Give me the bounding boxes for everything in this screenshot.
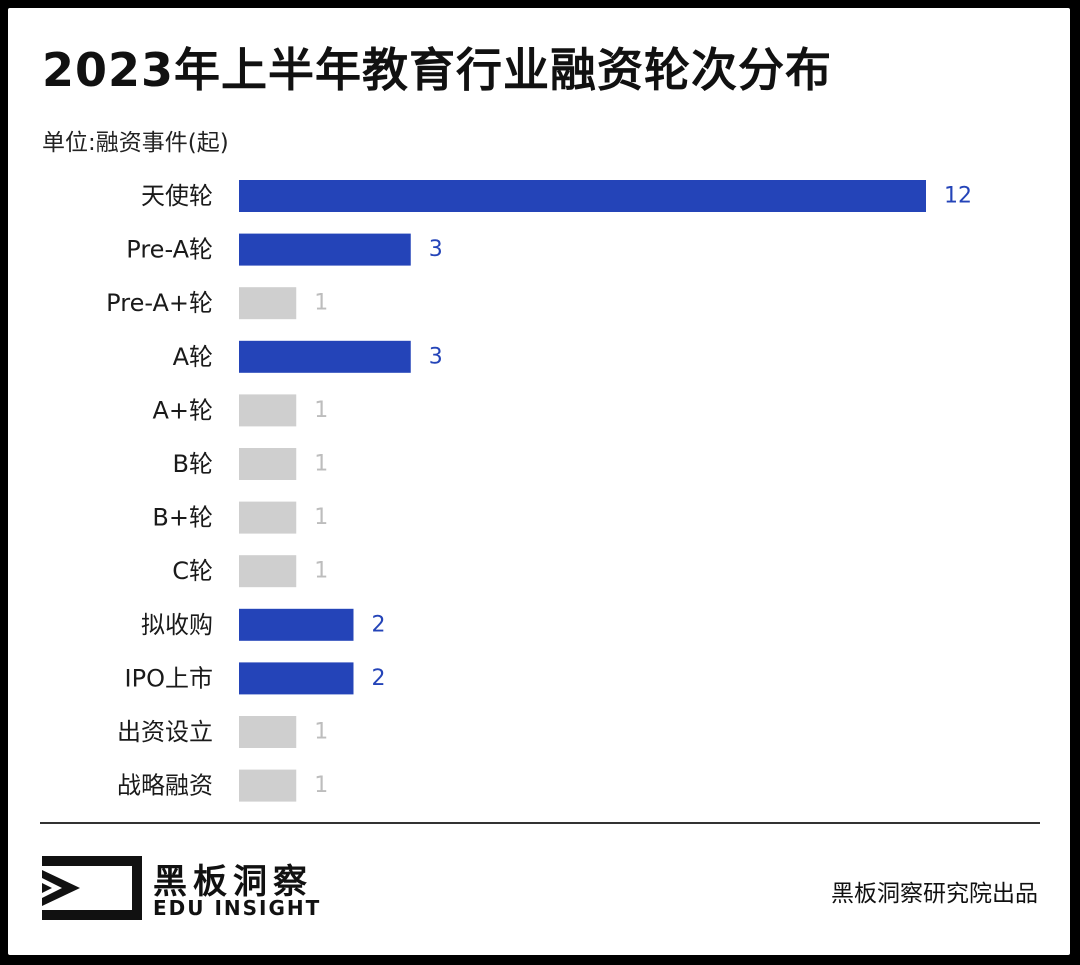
category-label: C轮 xyxy=(172,557,213,585)
category-label: A+轮 xyxy=(152,396,213,424)
category-label: B+轮 xyxy=(152,504,213,532)
data-label: 1 xyxy=(314,291,328,316)
data-label: 1 xyxy=(314,773,328,798)
bar xyxy=(239,340,411,373)
bar xyxy=(239,233,411,266)
brand-name-en: EDU INSIGHT xyxy=(153,896,322,920)
bar xyxy=(239,608,354,641)
bar xyxy=(239,662,354,695)
category-label: 出资设立 xyxy=(117,718,213,746)
data-label: 1 xyxy=(314,720,328,745)
category-label: B轮 xyxy=(173,450,213,478)
chart-card: 2023年上半年教育行业融资轮次分布 单位:融资事件(起) 天使轮 12 Pre-A… xyxy=(8,8,1070,955)
eye-play-logo-icon xyxy=(42,856,142,920)
data-label: 2 xyxy=(372,612,386,637)
data-label: 12 xyxy=(944,184,972,209)
chart-title: 2023年上半年教育行业融资轮次分布 xyxy=(42,43,833,97)
brand-name-cn: 黑板洞察 xyxy=(153,862,313,902)
bar xyxy=(239,501,297,534)
bar xyxy=(239,448,297,480)
data-label: 3 xyxy=(429,237,443,262)
bar xyxy=(239,180,926,212)
data-label: 1 xyxy=(314,398,328,423)
category-label: 拟收购 xyxy=(141,611,213,639)
bar xyxy=(239,716,297,748)
category-label: Pre-A+轮 xyxy=(106,289,213,317)
category-label: IPO上市 xyxy=(125,664,213,692)
data-label: 2 xyxy=(372,666,386,691)
category-label: 天使轮 xyxy=(141,182,213,210)
credit-text: 黑板洞察研究院出品 xyxy=(831,881,1038,907)
bar xyxy=(239,769,297,802)
category-label: Pre-A轮 xyxy=(126,236,213,264)
bar xyxy=(239,394,297,427)
bar xyxy=(239,555,297,588)
data-label: 1 xyxy=(314,452,328,477)
data-label: 1 xyxy=(314,559,328,584)
footer-divider xyxy=(40,822,1040,824)
bar xyxy=(239,287,297,320)
category-label: 战略融资 xyxy=(117,772,213,800)
data-label: 3 xyxy=(429,344,443,369)
unit-label: 单位:融资事件(起) xyxy=(42,130,229,156)
category-label: A轮 xyxy=(173,343,213,371)
data-label: 1 xyxy=(314,505,328,530)
